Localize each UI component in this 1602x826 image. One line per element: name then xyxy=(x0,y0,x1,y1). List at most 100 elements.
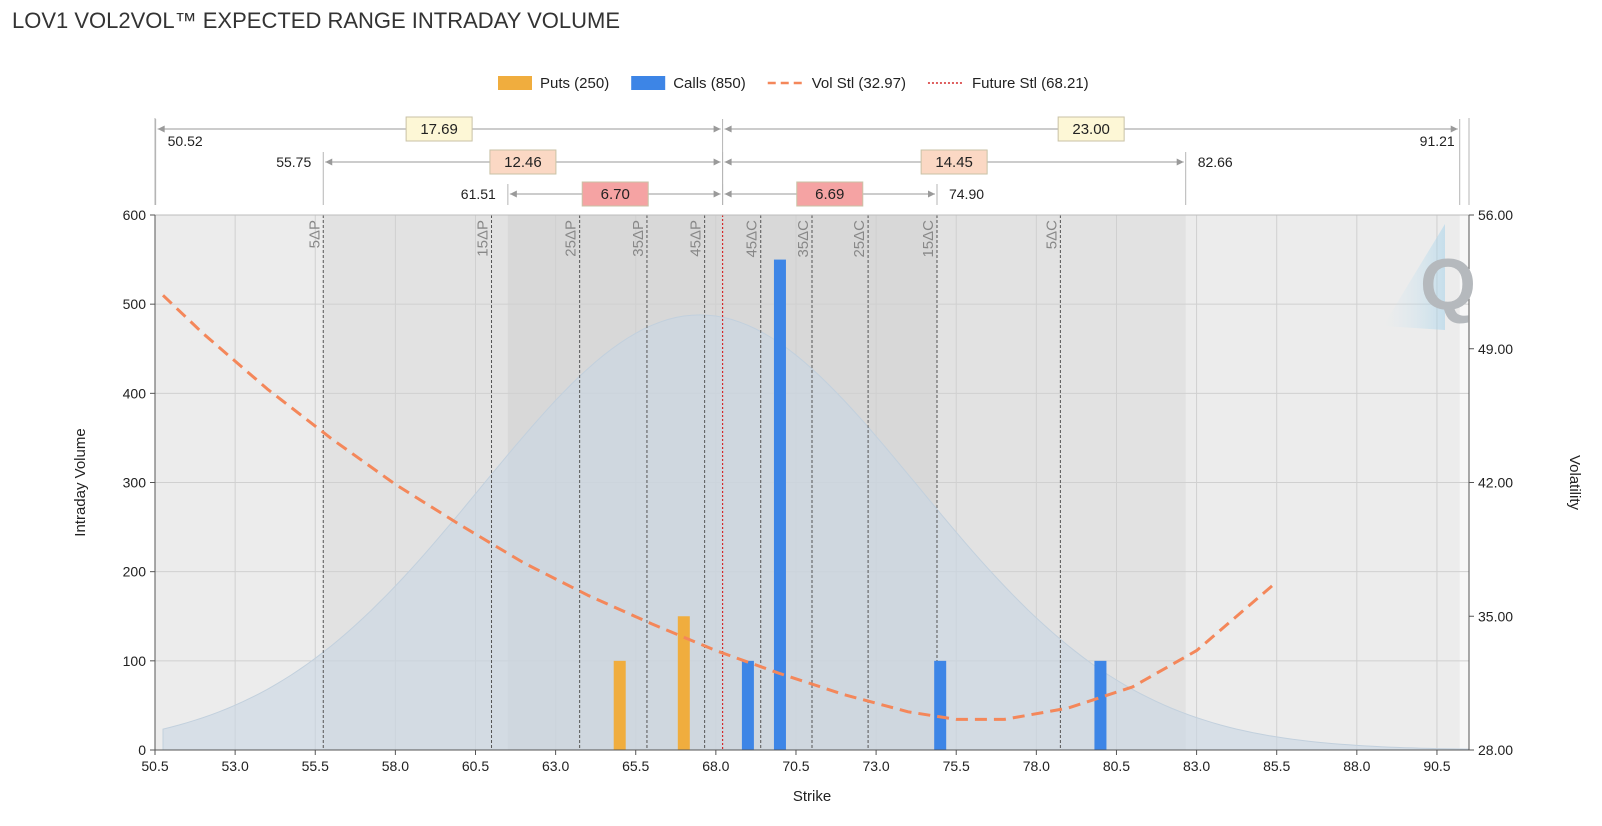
y2-tick-label: 28.00 xyxy=(1478,742,1513,758)
x-axis-title: Strike xyxy=(793,788,831,805)
y-tick-label: 200 xyxy=(123,564,147,580)
range-width-label: 14.45 xyxy=(935,154,973,171)
delta-label: 5ΔP xyxy=(306,220,323,248)
x-tick-label: 83.0 xyxy=(1183,758,1210,774)
put-bar xyxy=(677,616,690,750)
x-tick-label: 73.0 xyxy=(862,758,889,774)
arrowhead xyxy=(724,158,732,166)
range-width-box xyxy=(405,116,473,142)
range-high-label: 82.66 xyxy=(1198,154,1233,170)
legend-swatch xyxy=(498,76,532,90)
range-high-label: 74.90 xyxy=(949,186,984,202)
distribution-area xyxy=(162,314,1470,751)
delta-label: 5ΔC xyxy=(1043,220,1060,249)
page-title: LOV1 VOL2VOL™ EXPECTED RANGE INTRADAY VO… xyxy=(12,8,621,33)
delta-label: 15ΔP xyxy=(475,220,492,257)
arrowhead xyxy=(927,190,935,198)
plot-area: 5ΔP 15ΔP 25ΔP 35ΔP 45ΔP 45ΔC 35ΔC 25ΔC 15ΔC 5ΔC xyxy=(154,214,1470,751)
y-tick-label: 100 xyxy=(123,653,147,669)
expected-ranges: 17.69 23.00 50.52 91.21 12.46 14.45 55.75 82.66… xyxy=(154,116,1470,207)
range-low-label: 55.75 xyxy=(276,154,311,170)
call-bar xyxy=(773,259,786,750)
delta-label: 15ΔC xyxy=(920,220,937,258)
legend-item: Puts (250) xyxy=(498,75,609,92)
range-width-box xyxy=(1057,116,1125,142)
call-bar xyxy=(1094,660,1107,750)
q-logo: Q xyxy=(1383,224,1476,330)
legend-item: Future Stl (68.21) xyxy=(927,75,1089,92)
x-tick-label: 63.0 xyxy=(542,758,569,774)
x-tick-label: 50.5 xyxy=(141,758,168,774)
y2-tick-label: 42.00 xyxy=(1478,475,1513,491)
delta-label: 25ΔC xyxy=(851,220,868,258)
range-width-label: 6.70 xyxy=(601,186,630,203)
legend-label: Puts (250) xyxy=(540,75,609,92)
range-width-box xyxy=(581,181,649,207)
call-bar xyxy=(934,660,947,750)
legend: Puts (250) Calls (850) Vol Stl (32.97) Futu… xyxy=(498,75,1089,92)
legend-label: Future Stl (68.21) xyxy=(972,75,1089,92)
range-width-label: 23.00 xyxy=(1072,121,1110,138)
delta-label: 45ΔP xyxy=(688,220,705,257)
y2-tick-label: 35.00 xyxy=(1478,608,1513,624)
x-tick-label: 60.5 xyxy=(462,758,489,774)
y-tick-label: 600 xyxy=(123,207,147,223)
x-tick-label: 68.0 xyxy=(702,758,729,774)
legend-item: Vol Stl (32.97) xyxy=(767,75,906,92)
x-tick-label: 75.5 xyxy=(943,758,970,774)
y-tick-label: 500 xyxy=(123,296,147,312)
y2-tick-label: 49.00 xyxy=(1478,341,1513,357)
legend-item: Calls (850) xyxy=(631,75,746,92)
arrowhead xyxy=(713,125,721,133)
delta-label: 45ΔC xyxy=(744,220,761,258)
x-tick-label: 65.5 xyxy=(622,758,649,774)
range-width-box xyxy=(489,149,557,175)
range-row-2: 6.70 6.69 61.51 74.90 xyxy=(461,181,984,207)
delta-label: 35ΔC xyxy=(795,220,812,258)
range-row-1: 12.46 14.45 55.75 82.66 xyxy=(276,149,1233,205)
y2-tick-label: 56.00 xyxy=(1478,207,1513,223)
call-bar xyxy=(741,660,754,750)
arrowhead xyxy=(713,158,721,166)
range-row-0: 17.69 23.00 50.52 91.21 xyxy=(155,116,1461,205)
arrowhead xyxy=(724,190,732,198)
arrowhead xyxy=(1450,125,1458,133)
arrowhead xyxy=(724,125,732,133)
arrowhead xyxy=(325,158,333,166)
y-tick-label: 300 xyxy=(123,475,147,491)
arrowhead xyxy=(713,190,721,198)
x-tick-label: 53.0 xyxy=(221,758,248,774)
range-high-label: 91.21 xyxy=(1420,133,1455,149)
axes: 50.5 53.0 55.5 58.0 60.5 63.0 65.5 68.0 70.5 73.0… xyxy=(72,207,1583,805)
range-width-box xyxy=(920,149,988,175)
x-tick-label: 85.5 xyxy=(1263,758,1290,774)
range-low-label: 61.51 xyxy=(461,186,496,202)
y-tick-label: 400 xyxy=(123,385,147,401)
range-low-label: 50.52 xyxy=(168,133,203,149)
range-width-label: 6.69 xyxy=(815,186,844,203)
y-axis-title: Intraday Volume xyxy=(72,428,89,536)
x-tick-label: 55.5 xyxy=(302,758,329,774)
x-tick-label: 78.0 xyxy=(1023,758,1050,774)
svg-text:Q: Q xyxy=(1420,245,1476,325)
y-tick-label: 0 xyxy=(138,742,146,758)
legend-swatch xyxy=(631,76,666,90)
range-width-box xyxy=(796,181,864,207)
legend-label: Vol Stl (32.97) xyxy=(812,75,906,92)
range-width-label: 17.69 xyxy=(420,121,458,138)
put-bar xyxy=(613,660,626,750)
x-tick-label: 70.5 xyxy=(782,758,809,774)
legend-label: Calls (850) xyxy=(673,75,746,92)
x-tick-label: 58.0 xyxy=(382,758,409,774)
arrowhead xyxy=(1176,158,1184,166)
arrowhead xyxy=(157,125,165,133)
delta-label: 25ΔP xyxy=(563,220,580,257)
range-width-label: 12.46 xyxy=(504,154,542,171)
x-tick-label: 90.5 xyxy=(1423,758,1450,774)
arrowhead xyxy=(509,190,517,198)
x-tick-label: 88.0 xyxy=(1343,758,1370,774)
delta-label: 35ΔP xyxy=(630,220,647,257)
x-tick-label: 80.5 xyxy=(1103,758,1130,774)
y2-axis-title: Volatility xyxy=(1566,455,1583,511)
